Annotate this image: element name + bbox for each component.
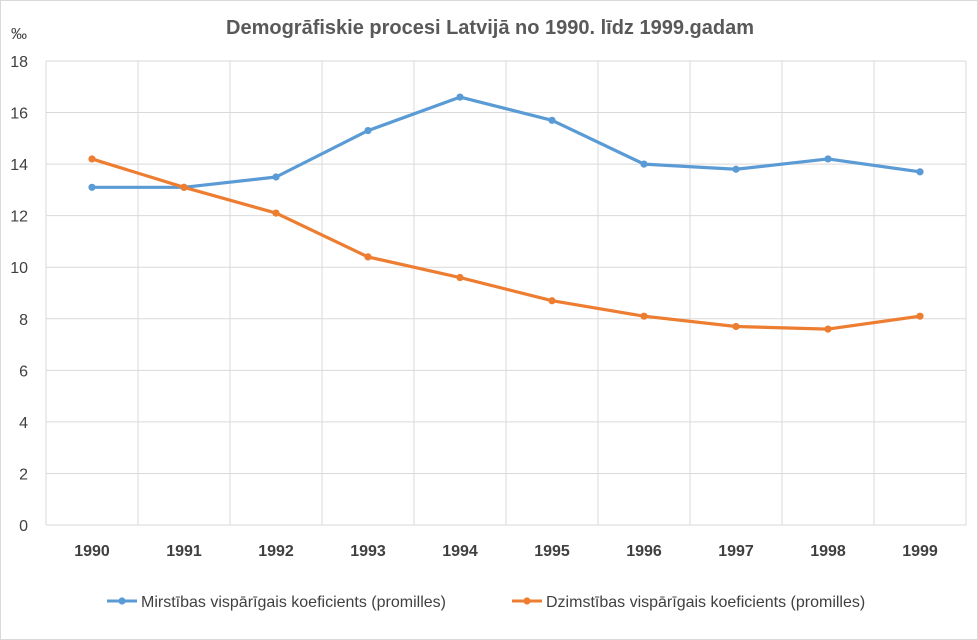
x-tick-label: 1995: [534, 543, 570, 560]
data-point: [916, 312, 924, 320]
x-tick-label: 1997: [718, 543, 754, 560]
data-point: [548, 116, 556, 124]
data-point: [824, 155, 832, 163]
legend: Mirstības vispārīgais koeficients (promi…: [107, 594, 865, 611]
x-tick-label: 1996: [626, 543, 662, 560]
data-point: [456, 93, 464, 101]
legend-label: Mirstības vispārīgais koeficients (promi…: [141, 594, 446, 611]
y-axis-ticks: 0 2 4 6 8 10 12 14 16 18: [10, 54, 28, 535]
y-tick-label: 6: [19, 363, 28, 380]
legend-item: Mirstības vispārīgais koeficients (promi…: [107, 594, 446, 611]
data-point: [916, 168, 924, 176]
series-line: [90, 95, 922, 189]
x-tick-label: 1998: [810, 543, 846, 560]
y-tick-label: 10: [10, 260, 28, 277]
x-tick-label: 1999: [902, 543, 938, 560]
series-2: [88, 155, 924, 333]
y-tick-label: 8: [19, 312, 28, 329]
data-point: [272, 173, 280, 181]
y-tick-label: 14: [10, 157, 28, 174]
x-tick-label: 1993: [350, 543, 386, 560]
data-point: [640, 160, 648, 168]
data-point: [88, 183, 96, 191]
legend-item: Dzimstības vispārīgais koeficients (prom…: [512, 594, 865, 611]
legend-dot-marker: [118, 597, 126, 605]
x-axis-ticks: 1990 1991 1992 1993 1994 1995 1996 1997 1998 1999: [74, 543, 938, 560]
y-tick-label: 4: [19, 415, 28, 432]
x-tick-label: 1991: [166, 543, 202, 560]
y-tick-label: 18: [10, 54, 28, 71]
data-point: [180, 183, 188, 191]
series-group: [88, 93, 924, 333]
data-point: [548, 297, 556, 305]
data-point: [732, 165, 740, 173]
y-tick-label: 2: [19, 466, 28, 483]
y-tick-label: 12: [10, 209, 28, 226]
data-point: [272, 209, 280, 217]
y-axis-unit: ‰: [11, 26, 27, 43]
legend-dot-marker: [523, 597, 531, 605]
data-point: [364, 127, 372, 135]
data-point: [732, 322, 740, 331]
data-point: [364, 253, 372, 261]
data-point: [88, 155, 96, 163]
y-tick-label: 0: [19, 518, 28, 535]
y-tick-label: 16: [10, 106, 28, 123]
grid: [45, 60, 967, 526]
x-tick-label: 1994: [442, 543, 478, 560]
x-tick-label: 1992: [258, 543, 294, 560]
data-point: [824, 325, 832, 333]
data-point: [456, 273, 464, 282]
series-line: [90, 157, 922, 331]
x-tick-label: 1990: [74, 543, 110, 560]
chart-title: Demogrāfiskie procesi Latvijā no 1990. l…: [226, 17, 754, 39]
data-point: [640, 312, 648, 320]
legend-label: Dzimstības vispārīgais koeficients (prom…: [546, 594, 865, 611]
